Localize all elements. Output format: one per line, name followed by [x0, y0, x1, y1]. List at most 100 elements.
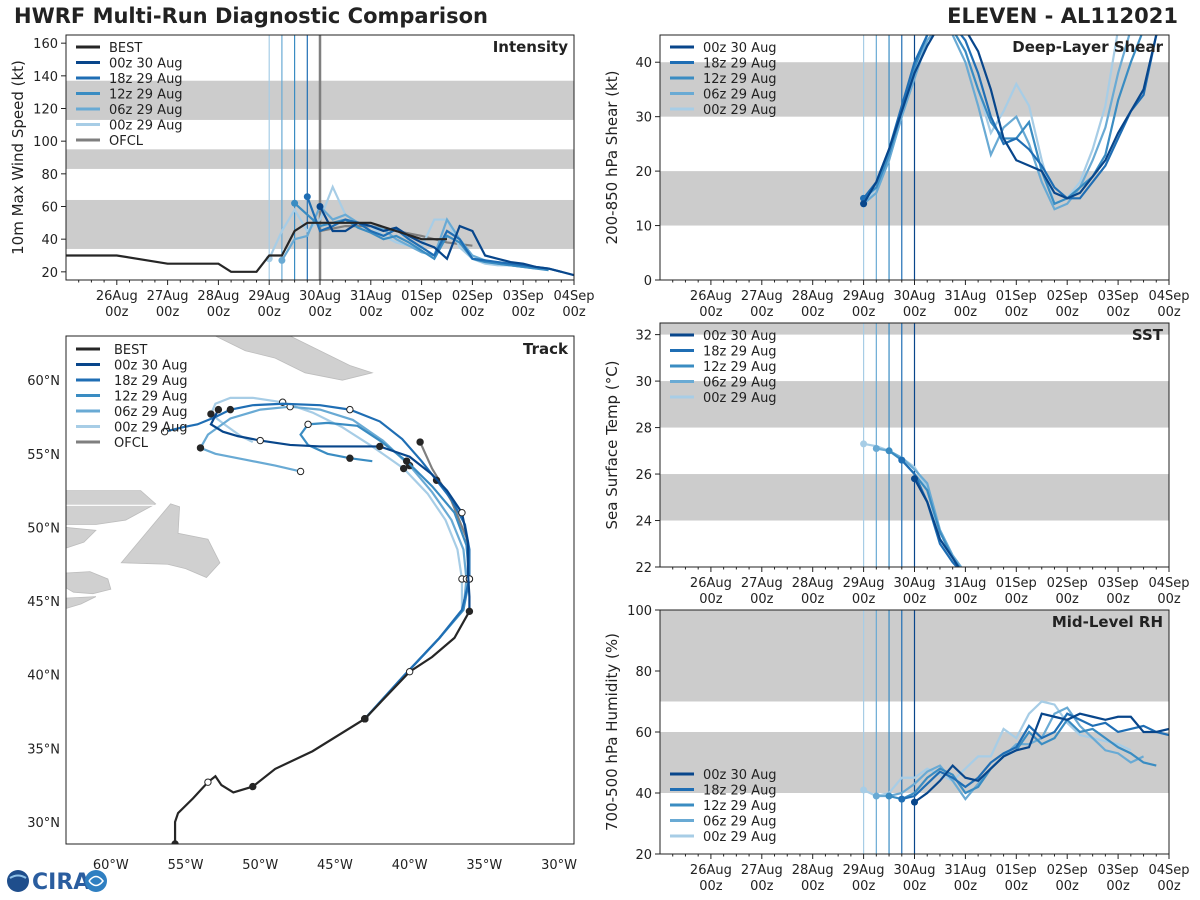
shear-init-point-00z-30-Aug — [860, 200, 868, 208]
intensity-xtick-hour-0: 00z — [105, 305, 129, 320]
track-18z-29-Aug — [164, 402, 471, 720]
sst-xtick-hour-2: 00z — [801, 592, 825, 607]
rh-xtick-label-9: 04Sep — [1148, 863, 1189, 878]
sst-ytick-label-0: 22 — [635, 561, 652, 576]
shear-legend-label-3: 06z 29 Aug — [703, 88, 777, 103]
intensity-xtick-hour-9: 00z — [562, 305, 586, 320]
track-position-marker — [416, 438, 424, 446]
storm-title: ELEVEN - AL112021 — [947, 4, 1178, 28]
intensity-legend-label-1: 00z 30 Aug — [109, 57, 183, 72]
track-map-area — [66, 336, 574, 844]
rh-xtick-label-0: 26Aug — [690, 863, 732, 878]
rh-legend-label-0: 00z 30 Aug — [703, 768, 777, 783]
shear-ytick-label-0: 0 — [644, 274, 652, 289]
intensity-xtick-label-8: 03Sep — [503, 289, 544, 304]
sst-ytick-label-5: 32 — [635, 329, 652, 344]
shear-plot-area — [660, 35, 1169, 280]
track-position-marker — [160, 428, 169, 436]
land-3 — [66, 571, 112, 595]
intensity-series-18z-29-Aug — [306, 196, 562, 273]
sst-xtick-hour-9: 00z — [1157, 592, 1181, 607]
shear-xtick-label-8: 03Sep — [1098, 289, 1139, 304]
track-legend-label-0: BEST — [114, 343, 147, 358]
track-ytick-label-1: 35°N — [27, 742, 60, 757]
shear-xtick-label-5: 31Aug — [944, 289, 986, 304]
intensity-xtick-hour-4: 00z — [308, 305, 332, 320]
sst-xtick-hour-0: 00z — [699, 592, 723, 607]
rh-ytick-label-2: 60 — [635, 726, 652, 741]
intensity-xtick-hour-3: 00z — [258, 305, 282, 320]
shear-xtick-hour-6: 00z — [1005, 305, 1029, 320]
track-xtick-label-1: 55°W — [168, 858, 204, 873]
intensity-xtick-hour-8: 00z — [512, 305, 536, 320]
rh-xtick-hour-2: 00z — [801, 879, 825, 894]
intensity-xtick-hour-7: 00z — [461, 305, 485, 320]
intensity-xtick-label-6: 01Sep — [401, 289, 442, 304]
rh-xtick-hour-0: 00z — [699, 879, 723, 894]
track-panel: 60°W 55°W 50°W 45°W 40°W 35°W 30°W 30°N 35°N 40°N… — [27, 335, 577, 873]
track-position-marker — [196, 444, 205, 452]
track-position-marker — [204, 778, 212, 786]
shear-xtick-label-6: 01Sep — [996, 289, 1037, 304]
sst-xtick-label-6: 01Sep — [996, 576, 1037, 591]
sst-plot-area — [660, 323, 1169, 567]
rh-series-00z-30-Aug — [913, 712, 1169, 804]
track-xtick-label-3: 45°W — [317, 858, 353, 873]
intensity-ytick-label-4: 100 — [33, 135, 58, 150]
shear-xtick-hour-0: 00z — [699, 305, 723, 320]
rh-ytick-label-0: 20 — [635, 848, 652, 863]
intensity-xtick-label-4: 30Aug — [299, 289, 341, 304]
sst-xtick-hour-4: 00z — [903, 592, 927, 607]
track-position-marker — [458, 508, 466, 517]
shear-legend-label-0: 00z 30 Aug — [703, 41, 777, 56]
sst-init-point-12z-29-Aug — [885, 447, 893, 455]
rh-xtick-hour-7: 00z — [1056, 879, 1080, 894]
intensity-init-point-12z-29-Aug — [291, 199, 299, 207]
shear-legend-label-1: 18z 29 Aug — [703, 57, 777, 72]
sst-ytick-label-1: 24 — [635, 515, 652, 530]
shear-xtick-hour-1: 00z — [750, 305, 774, 320]
rh-xtick-hour-3: 00z — [852, 879, 876, 894]
rh-panel: 26Aug00z27Aug00z28Aug00z29Aug00z30Aug00z… — [603, 604, 1190, 894]
shear-xtick-label-4: 30Aug — [894, 289, 936, 304]
intensity-ytick-label-5: 120 — [33, 103, 58, 118]
rh-plot-area — [660, 610, 1169, 854]
ocean — [66, 336, 574, 844]
track-legend-label-6: OFCL — [114, 436, 149, 451]
track-position-marker — [207, 410, 215, 418]
shear-series-00z-30-Aug — [862, 35, 1160, 205]
rh-xtick-hour-9: 00z — [1157, 879, 1181, 894]
track-xtick-label-6: 30°W — [541, 858, 577, 873]
track-xtick-label-0: 60°W — [93, 858, 129, 873]
track-title: Track — [523, 340, 569, 358]
track-position-marker — [214, 405, 223, 414]
rh-xtick-label-8: 03Sep — [1098, 863, 1139, 878]
rh-xtick-label-3: 29Aug — [843, 863, 885, 878]
intensity-legend-label-2: 18z 29 Aug — [109, 72, 183, 87]
intensity-xtick-label-5: 31Aug — [350, 289, 392, 304]
track-position-marker — [376, 442, 384, 451]
rh-xtick-label-2: 28Aug — [792, 863, 834, 878]
sst-xtick-label-1: 27Aug — [741, 576, 783, 591]
sst-ytick-label-4: 30 — [635, 375, 652, 390]
track-ytick-label-0: 30°N — [27, 816, 60, 831]
track-ytick-label-6: 60°N — [27, 374, 60, 389]
intensity-xtick-hour-6: 00z — [410, 305, 434, 320]
shear-xtick-label-9: 04Sep — [1148, 289, 1189, 304]
sst-init-point-06z-29-Aug — [872, 444, 880, 452]
sst-ytick-label-3: 28 — [635, 422, 652, 437]
rh-legend-label-4: 00z 29 Aug — [703, 830, 777, 845]
rh-series-12z-29-Aug — [888, 718, 1157, 801]
land-4 — [66, 596, 97, 609]
shear-ytick-label-2: 20 — [635, 165, 652, 180]
track-position-marker — [346, 405, 354, 414]
logo-text: CIRA — [32, 870, 90, 895]
rh-xtick-label-5: 31Aug — [944, 863, 986, 878]
sst-title: SST — [1132, 326, 1164, 344]
track-position-marker — [226, 405, 235, 414]
intensity-legend-label-0: BEST — [109, 41, 142, 56]
rh-title: Mid-Level RH — [1052, 613, 1163, 631]
rh-init-point-12z-29-Aug — [885, 792, 893, 800]
shear-xtick-hour-3: 00z — [852, 305, 876, 320]
